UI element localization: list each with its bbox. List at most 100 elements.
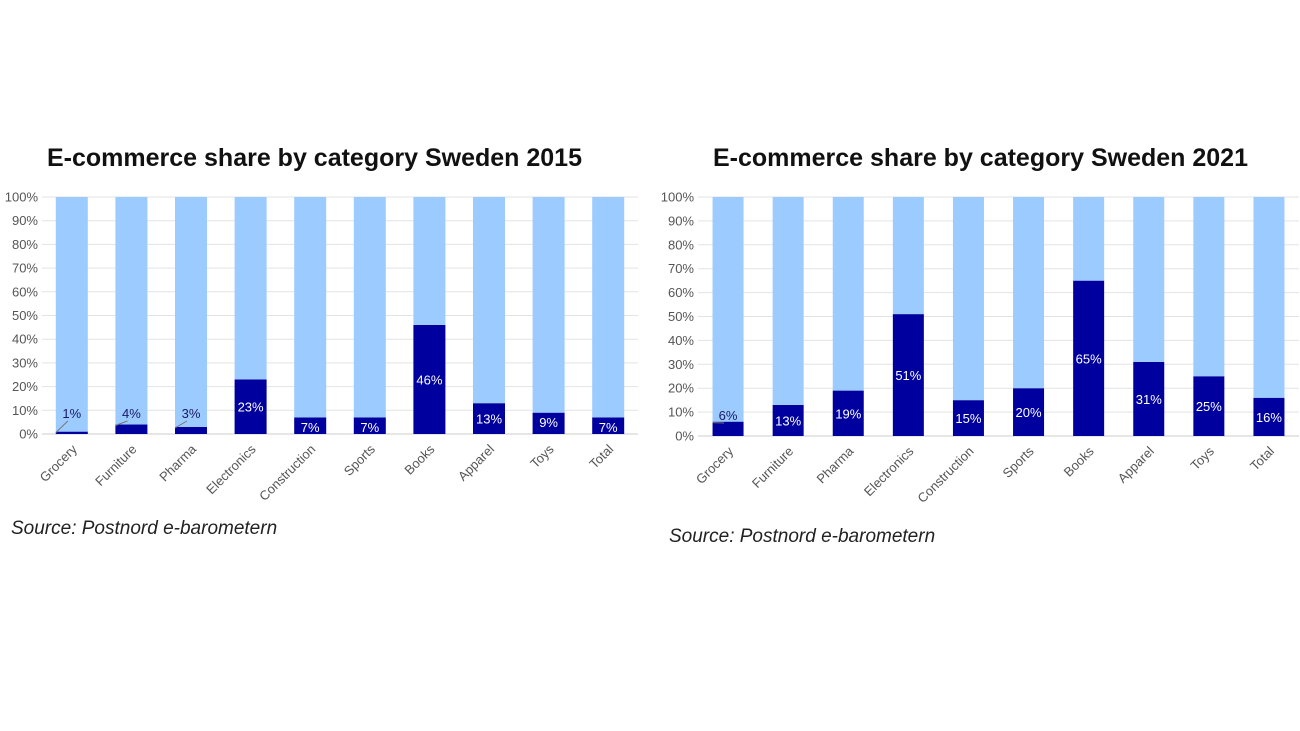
- y-tick-label: 100%: [661, 190, 695, 205]
- bar-share-construction: [294, 417, 327, 434]
- bar-remainder-total: [1253, 197, 1285, 398]
- y-tick-label: 30%: [668, 357, 694, 372]
- data-label-sports: 7%: [360, 420, 379, 435]
- bar-remainder-sports: [353, 197, 386, 418]
- bar-remainder-construction: [294, 197, 327, 418]
- data-label-construction: 7%: [301, 420, 320, 435]
- bar-share-grocery: [55, 431, 88, 434]
- category-label-apparel: Apparel: [1115, 443, 1157, 485]
- y-tick-label: 100%: [5, 190, 39, 205]
- data-label-total: 16%: [1256, 410, 1282, 425]
- bar-share-apparel: [1133, 361, 1165, 436]
- category-label-grocery: Grocery: [693, 443, 737, 487]
- chart-title-2021: E-commerce share by category Sweden 2021: [713, 144, 1248, 172]
- y-tick-label: 10%: [12, 403, 38, 418]
- bar-chart-2015: 0%10%20%30%40%50%60%70%80%90%100%1%Groce…: [5, 190, 638, 504]
- data-label-grocery: 1%: [62, 406, 81, 421]
- y-tick-label: 30%: [12, 355, 38, 370]
- leader-line: [115, 420, 128, 426]
- bar-remainder-electronics: [892, 197, 924, 315]
- bar-remainder-grocery: [712, 197, 744, 422]
- bar-share-grocery: [712, 421, 744, 436]
- bar-remainder-pharma: [832, 197, 864, 391]
- bar-remainder-books: [413, 197, 446, 325]
- data-label-furniture: 4%: [122, 406, 141, 421]
- bar-remainder-books: [1073, 197, 1105, 281]
- y-tick-label: 70%: [12, 261, 38, 276]
- data-label-apparel: 31%: [1136, 392, 1162, 407]
- bar-remainder-toys: [1193, 197, 1225, 377]
- y-tick-label: 90%: [12, 213, 38, 228]
- bar-share-electronics: [892, 314, 924, 436]
- y-tick-label: 60%: [12, 284, 38, 299]
- bar-share-electronics: [234, 379, 267, 434]
- category-label-total: Total: [1247, 443, 1277, 473]
- category-label-electronics: Electronics: [861, 443, 917, 499]
- data-label-toys: 25%: [1196, 399, 1222, 414]
- bar-share-books: [413, 324, 446, 434]
- category-label-construction: Construction: [914, 444, 976, 506]
- data-label-apparel: 13%: [476, 412, 502, 427]
- y-tick-label: 80%: [12, 237, 38, 252]
- data-label-total: 7%: [599, 420, 618, 435]
- bar-remainder-sports: [1013, 197, 1045, 389]
- data-label-grocery: 6%: [719, 408, 738, 423]
- category-label-pharma: Pharma: [814, 443, 857, 486]
- bar-chart-2021: 0% 10% 20% 30% 40% 50% 60% 70% 80% 90% 100% 6% Groce…: [661, 190, 1299, 506]
- data-label-pharma: 3%: [182, 406, 201, 421]
- data-label-construction: 15%: [955, 411, 981, 426]
- bar-remainder-total: [592, 197, 625, 418]
- bar-share-furniture: [772, 404, 804, 436]
- data-label-electronics: 51%: [895, 368, 921, 383]
- y-tick-label: 0%: [19, 427, 38, 442]
- category-label-toys: Toys: [1187, 443, 1217, 473]
- bar-remainder-grocery: [55, 197, 88, 432]
- y-tick-label: 20%: [668, 381, 694, 396]
- y-tick-label: 90%: [668, 213, 694, 228]
- category-label-sports: Sports: [999, 443, 1037, 481]
- chart-panel-2015: E-commerce share by category Sweden 2015…: [5, 144, 638, 539]
- bar-share-pharma: [832, 390, 864, 436]
- y-tick-label: 0%: [675, 429, 694, 444]
- data-label-furniture: 13%: [775, 413, 801, 428]
- y-tick-label: 50%: [668, 309, 694, 324]
- data-label-electronics: 23%: [238, 400, 264, 415]
- data-label-pharma: 19%: [835, 406, 861, 421]
- bar-share-total: [1253, 397, 1285, 436]
- chart-source-2021: Source: Postnord e-barometern: [669, 526, 936, 547]
- bar-share-construction: [952, 400, 984, 436]
- bar-remainder-apparel: [473, 197, 505, 404]
- bar-share-apparel: [473, 403, 505, 434]
- bar-share-sports: [353, 417, 386, 434]
- bar-share-furniture: [115, 424, 148, 434]
- y-tick-label: 50%: [12, 308, 38, 323]
- bar-remainder-toys: [532, 197, 565, 413]
- chart-title-2015: E-commerce share by category Sweden 2015: [47, 144, 582, 172]
- bar-share-pharma: [175, 426, 207, 434]
- bar-remainder-construction: [952, 197, 984, 401]
- chart-source-2015: Source: Postnord e-barometern: [11, 518, 278, 539]
- y-tick-label: 80%: [668, 237, 694, 252]
- category-label-books: Books: [1061, 443, 1098, 480]
- bar-remainder-furniture: [772, 197, 804, 405]
- bar-share-total: [592, 417, 625, 434]
- bar-remainder-pharma: [175, 197, 207, 427]
- y-tick-label: 60%: [668, 285, 694, 300]
- bar-remainder-electronics: [234, 197, 267, 380]
- y-tick-label: 70%: [668, 261, 694, 276]
- y-tick-label: 10%: [668, 405, 694, 420]
- bar-share-toys: [532, 412, 565, 434]
- bar-remainder-furniture: [115, 197, 148, 425]
- y-tick-label: 40%: [12, 332, 38, 347]
- bar-share-toys: [1193, 376, 1225, 436]
- bar-share-books: [1073, 280, 1105, 436]
- y-tick-label: 20%: [12, 379, 38, 394]
- data-label-books: 46%: [416, 372, 442, 387]
- category-label-furniture: Furniture: [749, 444, 796, 491]
- data-label-toys: 9%: [539, 415, 558, 430]
- bar-share-sports: [1013, 388, 1045, 436]
- data-label-sports: 20%: [1016, 405, 1042, 420]
- leader-line: [174, 420, 188, 429]
- y-tick-label: 40%: [668, 333, 694, 348]
